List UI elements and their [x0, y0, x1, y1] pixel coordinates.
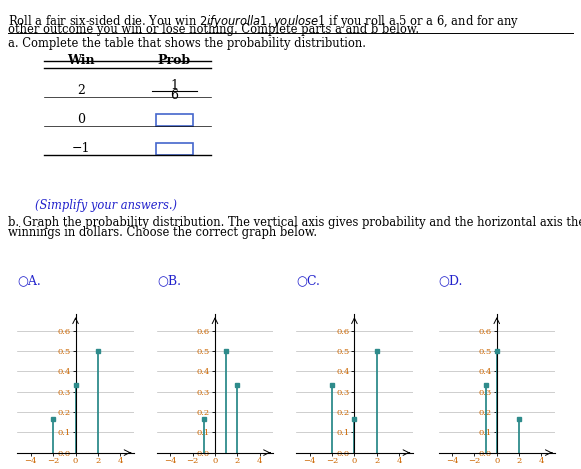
Text: 1: 1 [170, 79, 178, 92]
Text: −1: −1 [72, 142, 91, 155]
Text: b. Graph the probability distribution. The vertical axis gives probability and t: b. Graph the probability distribution. T… [8, 216, 581, 229]
Text: other outcome you win or lose nothing. Complete parts a and b below.: other outcome you win or lose nothing. C… [8, 23, 419, 36]
Text: 2: 2 [77, 84, 85, 97]
Text: 0: 0 [77, 113, 85, 126]
Text: ○B.: ○B. [157, 274, 181, 287]
Text: ○D.: ○D. [439, 274, 463, 287]
Text: ○C.: ○C. [296, 274, 320, 287]
Text: Win: Win [67, 54, 95, 68]
Text: ○A.: ○A. [17, 274, 41, 287]
Text: a. Complete the table that shows the probability distribution.: a. Complete the table that shows the pro… [8, 37, 365, 50]
Text: Roll a fair six-sided die. You win $2 if you roll a 1, you lose $1 if you roll a: Roll a fair six-sided die. You win $2 if… [8, 13, 519, 30]
Text: Prob: Prob [157, 54, 191, 68]
Text: (Simplify your answers.): (Simplify your answers.) [35, 199, 177, 212]
Text: winnings in dollars. Choose the correct graph below.: winnings in dollars. Choose the correct … [8, 226, 317, 239]
Text: 6: 6 [170, 89, 178, 102]
